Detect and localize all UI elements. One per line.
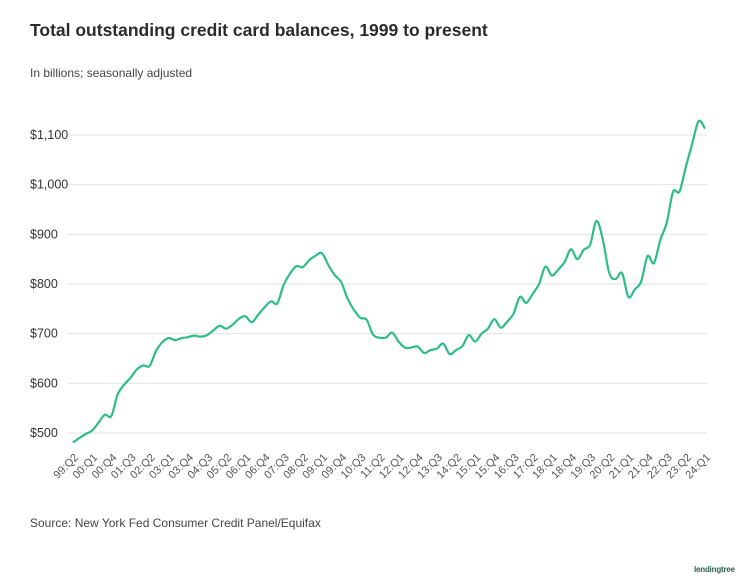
y-tick-label: $800	[30, 277, 58, 291]
chart-subtitle: In billions; seasonally adjusted	[30, 66, 193, 80]
balance-line	[72, 119, 706, 444]
y-tick-label: $900	[30, 227, 58, 241]
y-tick-label: $700	[30, 327, 58, 341]
lendingtree-logo: lendingtree	[694, 565, 735, 574]
chart-title: Total outstanding credit card balances, …	[30, 20, 488, 40]
y-tick-label: $500	[30, 426, 58, 440]
y-tick-label: $600	[30, 376, 58, 390]
y-tick-label: $1,100	[30, 128, 68, 142]
source-note: Source: New York Fed Consumer Credit Pan…	[30, 516, 321, 530]
y-tick-label: $1,000	[30, 178, 68, 192]
